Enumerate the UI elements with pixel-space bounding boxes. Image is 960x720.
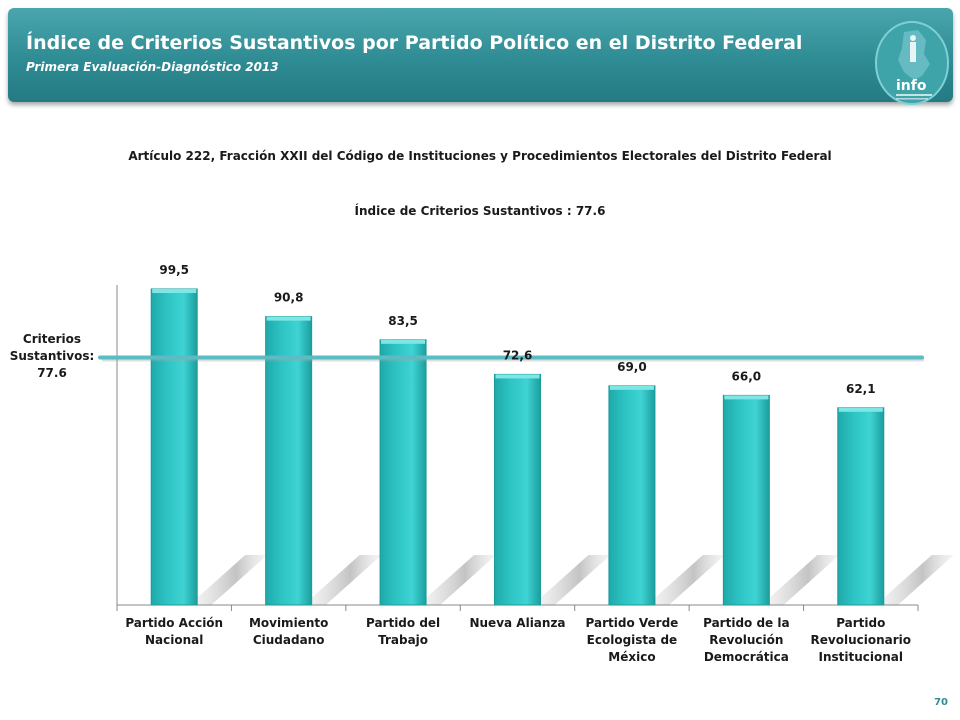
value-label: 72,6 xyxy=(503,348,533,362)
bar xyxy=(494,373,541,606)
bar xyxy=(608,385,656,606)
value-label: 99,5 xyxy=(159,263,189,277)
bar xyxy=(265,316,313,606)
bar-shadow xyxy=(646,555,725,605)
value-label: 62,1 xyxy=(846,382,876,396)
bars xyxy=(150,288,885,606)
category-label: Revolucionario xyxy=(811,633,912,647)
reference-label: Criterios Sustantivos: 77.6 xyxy=(6,331,98,382)
value-label: 83,5 xyxy=(388,314,418,328)
bar-cap xyxy=(266,316,311,321)
bar-shadow xyxy=(303,555,382,605)
category-label: Democrática xyxy=(704,650,789,664)
bar-cap xyxy=(724,395,769,400)
category-label: Partido de la xyxy=(703,616,789,630)
reference-label-line: Sustantivos: xyxy=(9,349,95,363)
bar xyxy=(837,407,885,606)
category-label: Revolución xyxy=(709,633,783,647)
category-label: Ecologista de xyxy=(587,633,678,647)
category-label: Ciudadano xyxy=(253,633,325,647)
bar-shadow xyxy=(875,555,954,605)
bar-cap xyxy=(609,385,654,390)
bar-cap xyxy=(381,339,426,344)
category-label: Institucional xyxy=(819,650,904,664)
value-labels: 99,5 90,8 83,5 72,6 69,0 66,0 62,1 xyxy=(159,263,875,396)
category-label: Partido del xyxy=(366,616,440,630)
reference-line-group xyxy=(98,355,924,362)
category-label: Partido Verde xyxy=(586,616,679,630)
bar xyxy=(150,288,198,606)
reference-label-line: 77.6 xyxy=(37,366,67,380)
category-label: México xyxy=(608,650,655,664)
category-label: Partido xyxy=(836,616,885,630)
bar-cap xyxy=(495,374,540,379)
bar-shadow xyxy=(761,555,840,605)
page-title: Índice de Criterios Sustantivos por Part… xyxy=(26,32,803,54)
value-label: 66,0 xyxy=(732,369,762,383)
bar-shadow xyxy=(189,555,268,605)
chart-title: Índice de Criterios Sustantivos : 77.6 xyxy=(354,204,606,218)
bar-shadow xyxy=(532,555,611,605)
page-number: 70 xyxy=(934,697,948,708)
infodf-logo: info xyxy=(875,21,949,105)
category-labels: Partido Acción Nacional Movimiento Ciudadan… xyxy=(125,616,911,664)
bar xyxy=(722,394,770,606)
title-banner: Índice de Criterios Sustantivos por Part… xyxy=(8,8,953,105)
category-label: Nacional xyxy=(145,633,203,647)
value-label: 69,0 xyxy=(617,360,647,374)
reference-label-line: Criterios xyxy=(22,332,82,346)
page-subtitle: Primera Evaluación-Diagnóstico 2013 xyxy=(26,60,279,74)
bar-cap xyxy=(838,407,883,412)
category-label: Partido Acción xyxy=(125,616,223,630)
logo-text: info xyxy=(896,78,927,94)
category-label: Nueva Alianza xyxy=(469,616,565,630)
bar-shadows xyxy=(189,555,954,605)
bar-cap xyxy=(152,289,197,293)
bar xyxy=(379,339,427,606)
article-heading: Artículo 222, Fracción XXII del Código d… xyxy=(128,149,832,163)
value-label: 90,8 xyxy=(274,291,304,305)
category-label: Trabajo xyxy=(378,633,428,647)
category-label: Movimiento xyxy=(249,616,328,630)
bar-shadow xyxy=(418,555,497,605)
